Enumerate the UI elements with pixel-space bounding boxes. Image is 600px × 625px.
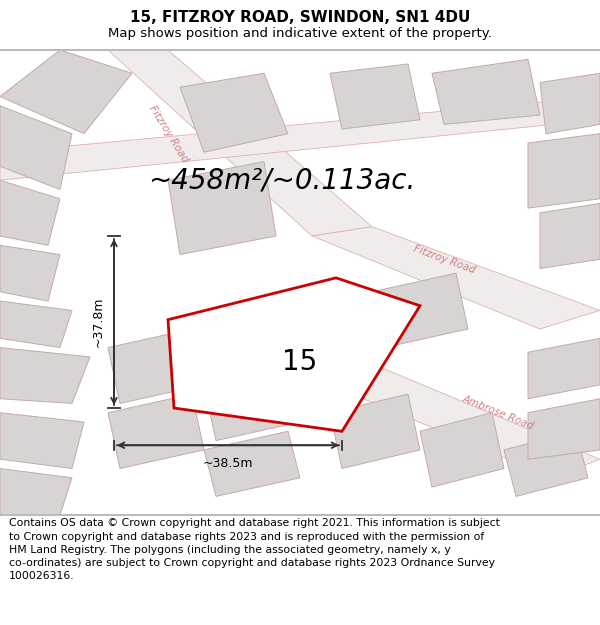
Polygon shape [0,245,60,301]
Text: ~38.5m: ~38.5m [203,457,253,470]
Polygon shape [0,469,72,515]
Text: Fitzroy Road: Fitzroy Road [412,243,476,275]
Polygon shape [108,329,204,403]
Polygon shape [312,227,600,329]
Polygon shape [540,204,600,269]
Polygon shape [330,366,600,478]
Polygon shape [432,59,540,124]
Text: ~458m²/~0.113ac.: ~458m²/~0.113ac. [148,166,416,194]
Polygon shape [168,278,420,431]
Polygon shape [0,301,72,348]
Polygon shape [504,431,588,496]
Text: ~37.8m: ~37.8m [92,297,105,348]
Polygon shape [330,64,420,129]
Polygon shape [204,366,300,441]
Polygon shape [540,73,600,134]
Text: Ambrose Road: Ambrose Road [461,394,535,432]
Polygon shape [528,134,600,208]
Polygon shape [108,50,372,236]
Polygon shape [108,394,204,469]
Polygon shape [180,73,288,152]
Polygon shape [0,96,600,180]
Text: Fitzroy Road: Fitzroy Road [146,103,190,164]
Text: Map shows position and indicative extent of the property.: Map shows position and indicative extent… [108,27,492,40]
Polygon shape [0,180,60,245]
Polygon shape [0,348,90,403]
Polygon shape [528,399,600,459]
Text: Contains OS data © Crown copyright and database right 2021. This information is : Contains OS data © Crown copyright and d… [9,518,500,581]
Text: 15: 15 [283,348,317,376]
Polygon shape [372,273,468,348]
Polygon shape [204,431,300,496]
Polygon shape [528,338,600,399]
Polygon shape [330,394,420,469]
Polygon shape [0,50,132,134]
Text: 15, FITZROY ROAD, SWINDON, SN1 4DU: 15, FITZROY ROAD, SWINDON, SN1 4DU [130,10,470,25]
Polygon shape [0,412,84,469]
Polygon shape [0,106,72,189]
Polygon shape [420,412,504,487]
Polygon shape [168,162,276,254]
